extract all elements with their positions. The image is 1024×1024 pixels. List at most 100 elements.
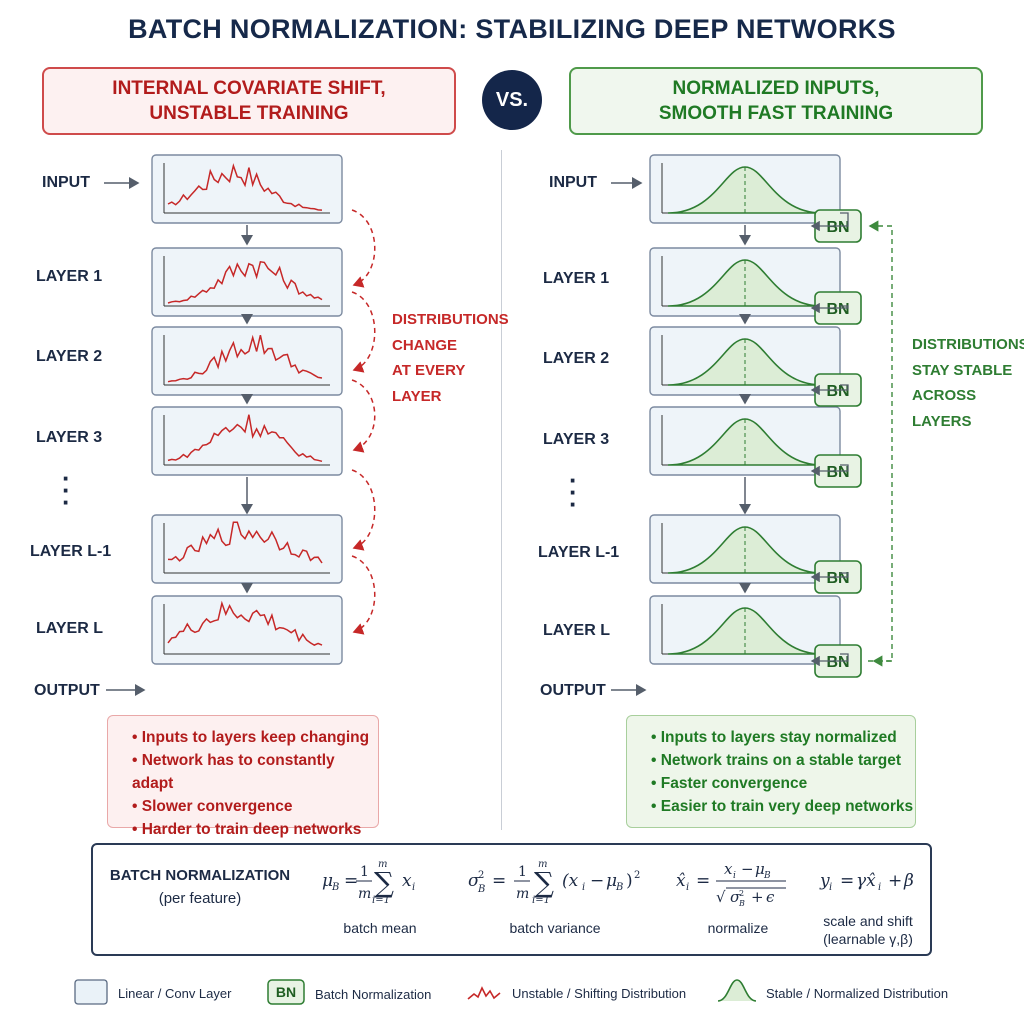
svg-text:i: i	[582, 882, 585, 893]
summary-bullet: Slower convergence	[132, 795, 378, 818]
legend-icons: BN	[74, 979, 757, 1005]
left-ellipsis: · · ·	[62, 463, 71, 517]
summary-bullet: Inputs to layers keep changing	[132, 726, 378, 749]
svg-text:=: =	[696, 871, 710, 891]
svg-text:m: m	[516, 886, 529, 902]
right-output-label: OUTPUT	[540, 682, 606, 699]
svg-text:i=1: i=1	[372, 895, 390, 906]
svg-text:=: =	[840, 871, 854, 891]
bn-connector-arrow	[810, 302, 849, 314]
right-side-note: DISTRIBUTIONS STAY STABLE ACROSS LAYERS	[912, 332, 1024, 434]
right-layer-label: LAYER 2	[543, 350, 610, 367]
right-layer-label: LAYER 1	[543, 270, 610, 287]
svg-text:1: 1	[360, 864, 369, 880]
layer-box	[151, 406, 343, 476]
right-layer-label: LAYER L	[543, 622, 610, 639]
unstable-distribution-curve	[167, 334, 323, 383]
side-note-line: DISTRIBUTIONS	[912, 336, 1024, 353]
right-banner-line2: SMOOTH FAST TRAINING	[658, 103, 894, 124]
svg-text:i: i	[686, 882, 689, 893]
summary-bullet: Faster convergence	[651, 772, 915, 795]
summary-bullet: Inputs to layers stay normalized	[651, 726, 915, 749]
right-layer-label: LAYER L-1	[538, 544, 620, 561]
shift-indicator-arrow	[351, 555, 376, 635]
svg-text:2: 2	[634, 870, 640, 881]
svg-text:m: m	[538, 859, 547, 870]
left-output-label: OUTPUT	[34, 682, 100, 699]
shift-indicator-arrow	[351, 379, 376, 453]
svg-text:β: β	[903, 871, 914, 891]
left-input-label: INPUT	[42, 174, 90, 191]
formula-caption: normalize	[707, 920, 769, 936]
bn-label: BN	[826, 570, 849, 587]
svg-text:1: 1	[518, 864, 527, 880]
formula-title-line: BATCH NORMALIZATION	[109, 867, 291, 884]
svg-text:B: B	[477, 884, 485, 895]
svg-text:σ: σ	[730, 888, 741, 906]
center-divider	[501, 150, 502, 830]
left-layer-label: LAYER 1	[36, 268, 103, 285]
svg-text:i: i	[412, 882, 415, 893]
formula-caption: (learnable γ,β)	[823, 931, 913, 947]
svg-text:+: +	[751, 888, 764, 906]
svg-text:+: +	[888, 871, 902, 891]
vs-badge: VS.	[482, 70, 542, 130]
svg-text:2: 2	[478, 870, 484, 881]
svg-text:x: x	[724, 860, 733, 878]
unstable-distribution-curve	[167, 414, 323, 463]
bn-connector-arrow	[810, 464, 849, 477]
svg-text:μ: μ	[606, 871, 617, 891]
right-input-label: INPUT	[549, 174, 597, 191]
left-layer-label: LAYER L-1	[30, 543, 112, 560]
right-layer-label: LAYER 3	[543, 431, 610, 448]
svg-text:−: −	[741, 860, 754, 878]
left-summary-panel: Inputs to layers keep changing Network h…	[107, 715, 379, 838]
layer-box	[151, 595, 343, 665]
legend-label: Unstable / Shifting Distribution	[512, 986, 687, 1001]
unstable-curve-icon	[467, 986, 501, 1000]
svg-text:=: =	[492, 871, 506, 891]
bn-box-icon	[267, 979, 305, 1005]
svg-text:μ: μ	[755, 860, 765, 878]
svg-text:i=1: i=1	[532, 895, 550, 906]
summary-bullet: Network trains on a stable target	[651, 749, 915, 772]
unstable-distribution-curve	[167, 260, 323, 304]
summary-bullet: Network has to constantly adapt	[132, 749, 378, 795]
right-ellipsis: · · ·	[569, 465, 578, 519]
svg-text:∑: ∑	[374, 866, 394, 899]
side-note-line: AT EVERY	[392, 362, 466, 379]
svg-text:B: B	[331, 882, 339, 893]
svg-text:i: i	[878, 882, 881, 893]
svg-text:y: y	[819, 871, 830, 891]
left-layer-label: LAYER L	[36, 620, 103, 637]
right-banner-line1: NORMALIZED INPUTS,	[672, 78, 880, 99]
right-layer-stack: BN BN BN BN BN BN	[611, 154, 862, 696]
formula-title-subline: (per feature)	[158, 890, 242, 907]
svg-text:−: −	[590, 871, 604, 891]
side-note-line: STAY STABLE	[912, 361, 1013, 379]
svg-text:x̂: x̂	[676, 871, 686, 891]
svg-text:2: 2	[739, 889, 744, 898]
svg-text:m: m	[358, 886, 371, 902]
unstable-distribution-curve	[167, 600, 323, 646]
bn-label: BN	[826, 383, 849, 400]
svg-text:√: √	[716, 888, 726, 906]
stable-curve-icon	[717, 979, 757, 1002]
left-layer-label: LAYER 3	[36, 429, 103, 446]
svg-text:B: B	[763, 871, 771, 881]
svg-text:μ: μ	[322, 871, 333, 891]
svg-text:x: x	[402, 871, 412, 891]
svg-text:ϵ: ϵ	[766, 888, 775, 906]
formula-caption: batch mean	[343, 920, 417, 936]
shift-indicator-arrow	[351, 469, 376, 551]
formula-caption-scale: scale and shift (learnable γ,β)	[806, 912, 930, 948]
bn-connector-arrow	[810, 384, 849, 396]
left-layer-label: LAYER 2	[36, 348, 103, 365]
svg-text:B: B	[738, 899, 745, 908]
formula-title: BATCH NORMALIZATION (per feature)	[108, 864, 292, 910]
svg-text:i: i	[733, 871, 736, 881]
svg-text:(x: (x	[562, 871, 579, 891]
bn-label: BN	[826, 464, 849, 481]
summary-bullet: Easier to train very deep networks	[651, 795, 915, 818]
